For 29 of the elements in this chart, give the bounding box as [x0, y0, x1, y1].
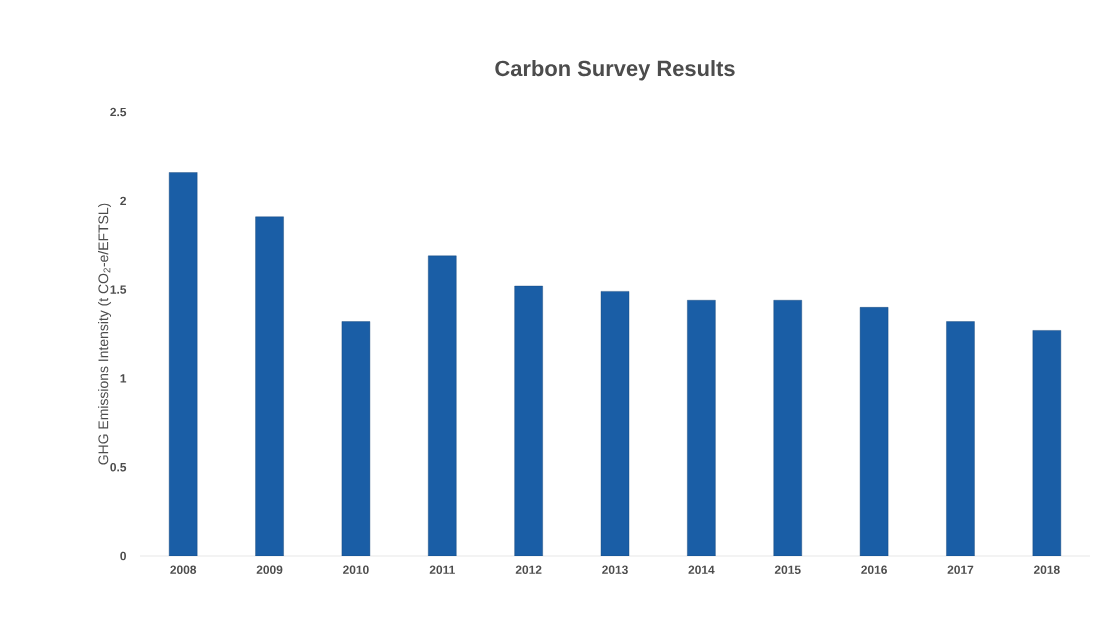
x-tick-label: 2008	[170, 565, 197, 574]
x-tick-label: 2009	[256, 565, 283, 574]
y-tick-label: 2	[120, 196, 126, 205]
x-tick-label: 2012	[515, 565, 542, 574]
y-tick-label: 1.5	[110, 285, 127, 294]
x-tick-label: 2010	[343, 565, 369, 574]
x-tick-label: 2011	[429, 565, 455, 574]
x-tick-label: 2018	[1033, 565, 1060, 574]
y-tick-label: 0	[120, 551, 126, 561]
y-tick-label: 2.5	[110, 107, 127, 117]
bar	[168, 172, 198, 556]
bar	[946, 321, 975, 556]
bar	[514, 285, 543, 556]
x-tick-label: 2016	[861, 565, 887, 574]
bar	[600, 291, 630, 556]
bar	[341, 321, 371, 556]
bar	[687, 300, 716, 556]
bar	[773, 300, 802, 556]
y-tick-label: 1	[120, 374, 127, 383]
x-tick-label: 2013	[602, 565, 628, 575]
x-tick-label: 2015	[774, 565, 801, 574]
x-tick-label: 2017	[947, 565, 974, 574]
bar	[1032, 330, 1062, 556]
x-tick-label: 2014	[688, 565, 715, 574]
bar	[428, 255, 457, 556]
bar	[255, 216, 284, 556]
bar	[859, 307, 889, 556]
y-tick-label: 0.5	[110, 462, 127, 472]
chart-title: Carbon Survey Results	[495, 60, 735, 81]
